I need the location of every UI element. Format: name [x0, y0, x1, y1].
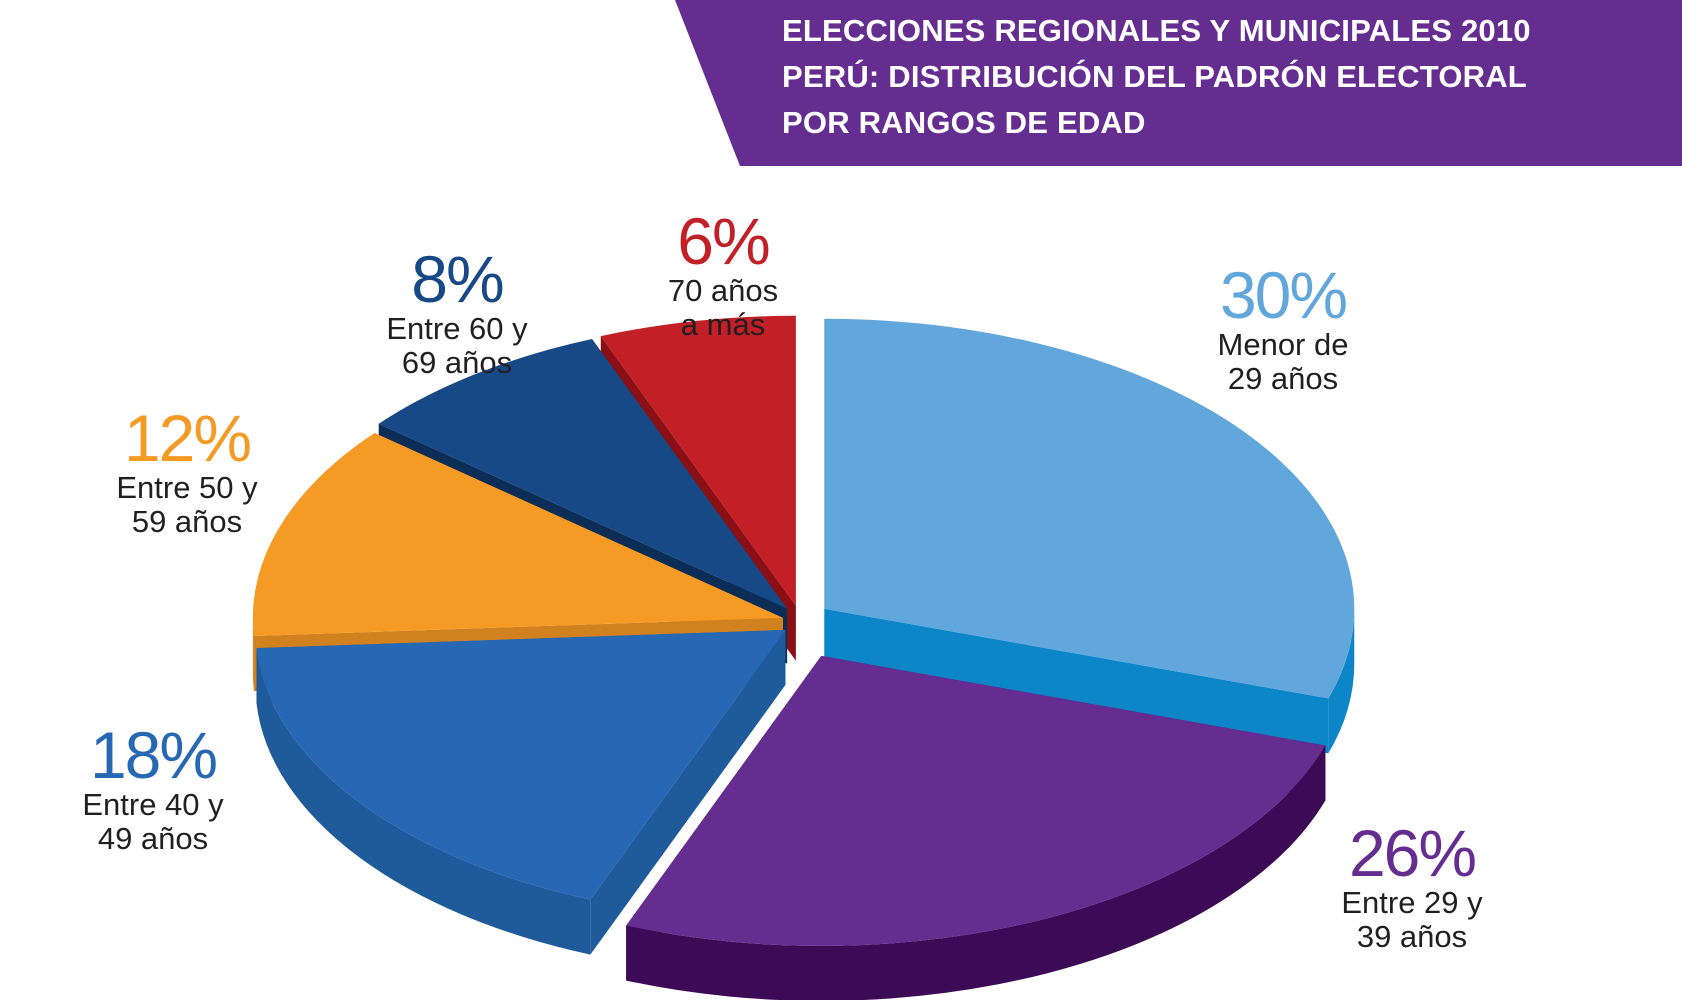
title-banner-shape — [675, 0, 1682, 166]
slice-description-line: Menor de — [1217, 327, 1349, 362]
slice-description-line: Entre 50 y — [116, 470, 258, 505]
slice-description-line: 39 años — [1356, 919, 1468, 954]
slice-description-line: 70 años — [667, 273, 779, 308]
slice-percent-label: 12% — [123, 401, 252, 475]
slice-description-line: 29 años — [1227, 361, 1339, 396]
slice-description-line: 69 años — [401, 345, 513, 380]
slice-label-50-59: 12% Entre 50 y 59 años — [116, 405, 257, 539]
slice-label-29-39: 26% Entre 29 y 39 años — [1341, 820, 1482, 954]
slice-description-line: Entre 60 y — [386, 311, 528, 346]
slice-label-40-49: 18% Entre 40 y 49 años — [82, 722, 223, 856]
slice-percent-label: 26% — [1348, 816, 1477, 890]
pie-slice — [824, 318, 1355, 699]
pie-slice — [626, 655, 1326, 946]
pie-slice-side — [1328, 608, 1355, 754]
pie-slice-wall — [590, 629, 786, 955]
title-banner — [675, 0, 1682, 166]
slice-label-70-mas: 6% 70 años a más — [668, 208, 778, 342]
slice-percent-label: 8% — [411, 242, 504, 316]
chart-title-line-3: POR RANGOS DE EDAD — [782, 105, 1146, 140]
slice-description-line: Entre 40 y — [82, 787, 224, 822]
pie-slice-side — [256, 648, 591, 955]
slice-description-line: 59 años — [131, 504, 243, 539]
slice-label-60-69: 8% Entre 60 y 69 años — [386, 246, 527, 380]
pie-slice-side — [626, 745, 1326, 1000]
chart-title: ELECCIONES REGIONALES Y MUNICIPALES 2010… — [782, 8, 1662, 146]
chart-title-line-2: PERÚ: DISTRIBUCIÓN DEL PADRÓN ELECTORAL — [782, 59, 1527, 94]
slice-label-menor-29: 30% Menor de 29 años — [1218, 262, 1349, 396]
pie-slice — [378, 339, 788, 609]
pie-slice-wall — [824, 608, 1329, 754]
slice-percent-label: 18% — [89, 718, 218, 792]
slice-percent-label: 30% — [1219, 258, 1348, 332]
slice-description-line: a más — [680, 307, 766, 342]
pie-slice-side — [252, 617, 254, 692]
pie-slice — [600, 315, 796, 606]
slice-description-line: 49 años — [97, 821, 209, 856]
chart-title-line-1: ELECCIONES REGIONALES Y MUNICIPALES 2010 — [782, 13, 1531, 48]
slice-description-line: Entre 29 y — [1341, 885, 1483, 920]
pie-slice — [256, 629, 786, 900]
pie-slice — [252, 432, 783, 637]
slice-percent-label: 6% — [677, 204, 770, 278]
